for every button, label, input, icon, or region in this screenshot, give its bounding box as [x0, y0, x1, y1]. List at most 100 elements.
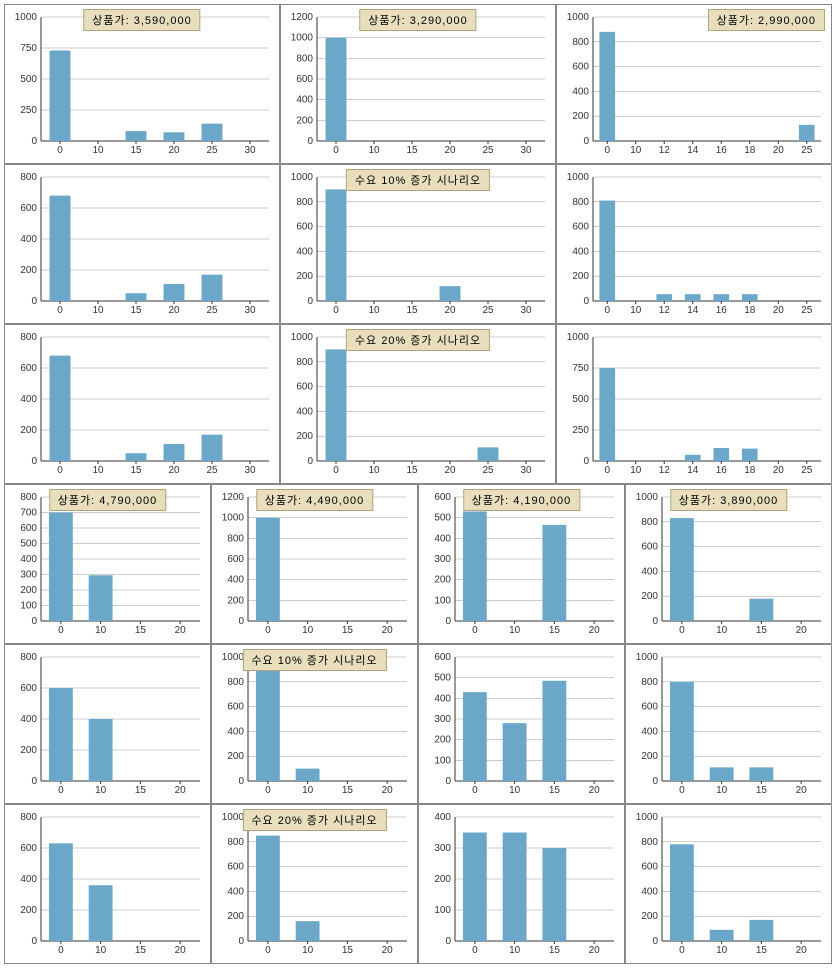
bar: [463, 833, 487, 942]
y-tick-label: 0: [307, 136, 313, 147]
bar: [202, 275, 223, 301]
bar: [710, 767, 734, 781]
y-tick-label: 500: [434, 673, 451, 684]
x-tick-label: 16: [716, 305, 728, 316]
x-tick-label: 25: [482, 465, 494, 476]
y-tick-label: 1000: [636, 812, 659, 823]
x-tick-label: 12: [659, 305, 671, 316]
x-tick-label: 30: [244, 465, 256, 476]
bar: [749, 599, 773, 621]
x-tick-label: 15: [406, 305, 418, 316]
x-tick-label: 0: [679, 625, 685, 636]
bar: [478, 447, 499, 461]
y-tick-label: 600: [641, 862, 658, 873]
bar: [713, 294, 729, 301]
y-tick-label: 0: [583, 296, 589, 307]
x-tick-label: 10: [509, 625, 521, 636]
x-tick-label: 20: [382, 785, 394, 796]
x-tick-label: 18: [744, 465, 756, 476]
y-tick-label: 400: [20, 714, 37, 725]
y-tick-label: 800: [572, 37, 589, 48]
y-tick-label: 600: [20, 683, 37, 694]
x-tick-label: 10: [368, 305, 380, 316]
bar-chart: 01002003004005006007008000101520: [9, 489, 206, 639]
y-tick-label: 1000: [222, 812, 245, 823]
y-tick-label: 0: [31, 296, 37, 307]
x-tick-label: 15: [130, 145, 142, 156]
chart-badge: 수요 10% 증가 시나리오: [346, 169, 490, 191]
bar-chart: 02505007501000010121416182025: [561, 329, 827, 479]
y-tick-label: 200: [227, 595, 244, 606]
x-tick-label: 10: [630, 305, 642, 316]
x-tick-label: 20: [444, 145, 456, 156]
bottom-cell-r1-c0: 02004006008000101520: [4, 644, 211, 804]
bar: [256, 669, 280, 781]
bar: [685, 294, 701, 301]
bar-chart: 020040060080010000101520: [216, 649, 413, 799]
y-tick-label: 800: [641, 837, 658, 848]
y-tick-label: 600: [641, 702, 658, 713]
x-tick-label: 25: [801, 465, 813, 476]
x-tick-label: 15: [756, 625, 768, 636]
y-tick-label: 400: [227, 575, 244, 586]
bar: [742, 449, 758, 461]
bottom-cell-r1-c1: 수요 10% 증가 시나리오020040060080010000101520: [211, 644, 418, 804]
x-tick-label: 14: [687, 145, 699, 156]
x-tick-label: 15: [135, 785, 147, 796]
y-tick-label: 400: [20, 554, 37, 565]
y-tick-label: 750: [572, 363, 589, 374]
y-tick-label: 500: [434, 513, 451, 524]
x-tick-label: 15: [130, 465, 142, 476]
x-tick-label: 25: [206, 145, 218, 156]
top-section: 상품가: 3,590,0000250500750100001015202530 상…: [4, 4, 832, 484]
bar-chart: 01002003004005006000101520: [423, 649, 620, 799]
bar: [256, 836, 280, 941]
y-tick-label: 800: [20, 652, 37, 663]
chart-badge: 상품가: 4,490,000: [256, 489, 373, 511]
x-tick-label: 18: [744, 305, 756, 316]
y-tick-label: 400: [641, 886, 658, 897]
x-tick-label: 10: [716, 785, 728, 796]
x-tick-label: 10: [368, 145, 380, 156]
bar: [749, 920, 773, 941]
bar: [710, 930, 734, 941]
x-tick-label: 16: [716, 145, 728, 156]
bar: [326, 349, 347, 461]
x-tick-label: 30: [520, 145, 532, 156]
y-tick-label: 200: [20, 265, 37, 276]
y-tick-label: 200: [641, 751, 658, 762]
x-tick-label: 15: [135, 625, 147, 636]
x-tick-label: 15: [549, 625, 561, 636]
y-tick-label: 200: [572, 271, 589, 282]
bar: [126, 131, 147, 141]
x-tick-label: 15: [342, 785, 354, 796]
top-cell-r0-c0: 상품가: 3,590,0000250500750100001015202530: [4, 4, 280, 164]
y-tick-label: 800: [227, 837, 244, 848]
y-tick-label: 600: [20, 203, 37, 214]
y-tick-label: 1000: [636, 492, 659, 503]
y-tick-label: 600: [20, 843, 37, 854]
bar: [799, 125, 815, 141]
x-tick-label: 0: [679, 785, 685, 796]
x-tick-label: 25: [206, 305, 218, 316]
bar: [503, 833, 527, 942]
y-tick-label: 600: [227, 862, 244, 873]
y-tick-label: 400: [434, 533, 451, 544]
x-tick-label: 25: [206, 465, 218, 476]
x-tick-label: 30: [520, 465, 532, 476]
y-tick-label: 200: [20, 745, 37, 756]
y-tick-label: 400: [434, 812, 451, 823]
y-tick-label: 800: [20, 172, 37, 183]
y-tick-label: 100: [434, 755, 451, 766]
bar: [49, 513, 73, 622]
y-tick-label: 200: [227, 911, 244, 922]
y-tick-label: 0: [307, 296, 313, 307]
bar: [202, 435, 223, 461]
y-tick-label: 200: [296, 271, 313, 282]
y-tick-label: 1000: [291, 172, 314, 183]
chart-badge: 상품가: 2,990,000: [708, 9, 825, 31]
bar-chart: 020040060080010000101520: [630, 489, 827, 639]
bar: [670, 844, 694, 941]
x-tick-label: 12: [659, 465, 671, 476]
bar: [670, 682, 694, 781]
